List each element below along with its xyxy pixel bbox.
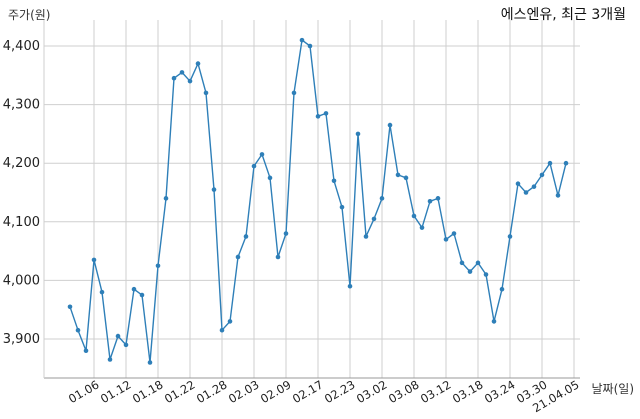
data-point [363, 234, 369, 239]
data-point [275, 254, 281, 260]
data-point [307, 43, 313, 49]
x-tick-label: 01.22 [162, 377, 198, 406]
data-point [235, 254, 241, 260]
data-point [443, 237, 449, 242]
data-point [227, 319, 233, 324]
data-point [123, 342, 129, 348]
data-point [371, 216, 377, 222]
x-tick-label: 03.08 [386, 377, 422, 406]
data-point [75, 327, 81, 333]
x-tick-label: 03.12 [418, 377, 454, 406]
data-point [267, 175, 273, 181]
x-axis-label: 날짜(일) [591, 382, 634, 396]
data-point [91, 257, 97, 263]
x-tick-label: 03.18 [450, 377, 486, 406]
data-point [155, 263, 161, 269]
y-tick-label: 4,300 [3, 98, 40, 113]
data-point [547, 160, 553, 166]
data-point [531, 184, 537, 189]
x-tick-label: 01.06 [66, 377, 102, 406]
data-point [475, 260, 481, 266]
y-tick-label: 4,200 [3, 156, 40, 171]
data-point [555, 193, 561, 198]
x-tick-label: 01.18 [130, 377, 166, 406]
data-point [323, 111, 329, 116]
data-point [403, 175, 409, 181]
data-point [83, 348, 89, 354]
x-tick-label: 02.03 [226, 377, 262, 406]
data-point [491, 319, 497, 324]
data-point [419, 225, 425, 230]
data-point [171, 75, 177, 81]
data-point [355, 131, 361, 137]
data-point [219, 327, 225, 333]
data-point [211, 187, 217, 192]
y-tick-label: 4,000 [3, 273, 40, 288]
data-point [115, 333, 121, 339]
data-point [315, 114, 321, 119]
data-point [163, 196, 169, 201]
data-point [179, 70, 185, 75]
data-point [379, 196, 385, 201]
data-point [539, 172, 545, 178]
data-point [411, 213, 417, 219]
y-axis-label: 주가(원) [8, 8, 51, 22]
data-point [259, 152, 265, 157]
chart-title: 에스엔유, 최근 3개월 [500, 7, 626, 23]
data-point [459, 260, 465, 266]
data-point [347, 283, 353, 289]
x-tick-label: 02.23 [322, 377, 358, 406]
x-tick-label: 01.28 [194, 377, 230, 406]
data-point [147, 360, 153, 365]
data-point [451, 231, 457, 236]
y-tick-label: 4,100 [3, 215, 40, 230]
data-point [99, 289, 105, 295]
data-point [435, 196, 441, 201]
data-point [243, 234, 249, 239]
data-point [507, 234, 513, 239]
data-point [139, 292, 145, 298]
data-point [563, 160, 569, 166]
data-point [395, 172, 401, 178]
data-point [331, 178, 337, 184]
data-point [195, 61, 201, 66]
data-point [467, 269, 473, 274]
x-tick-label: 02.09 [258, 377, 294, 406]
data-point [339, 204, 345, 210]
y-tick-label: 4,400 [3, 39, 40, 54]
data-point [283, 231, 289, 236]
data-point [299, 37, 305, 43]
data-point [483, 272, 489, 277]
data-point [187, 78, 193, 84]
data-point [499, 286, 505, 292]
data-point [291, 90, 297, 96]
data-point [203, 90, 209, 96]
data-point [387, 122, 393, 128]
x-tick-label: 02.17 [290, 377, 326, 406]
data-point [67, 304, 73, 310]
y-tick-label: 3,900 [3, 332, 40, 347]
x-tick-label: 01.12 [98, 377, 134, 406]
x-tick-label: 03.02 [354, 377, 390, 406]
x-tick-label: 03.24 [482, 377, 518, 406]
data-point [131, 286, 137, 292]
data-point [523, 190, 529, 195]
data-point [107, 357, 113, 362]
data-point [427, 198, 433, 204]
data-point [251, 163, 257, 169]
data-point [515, 181, 521, 187]
